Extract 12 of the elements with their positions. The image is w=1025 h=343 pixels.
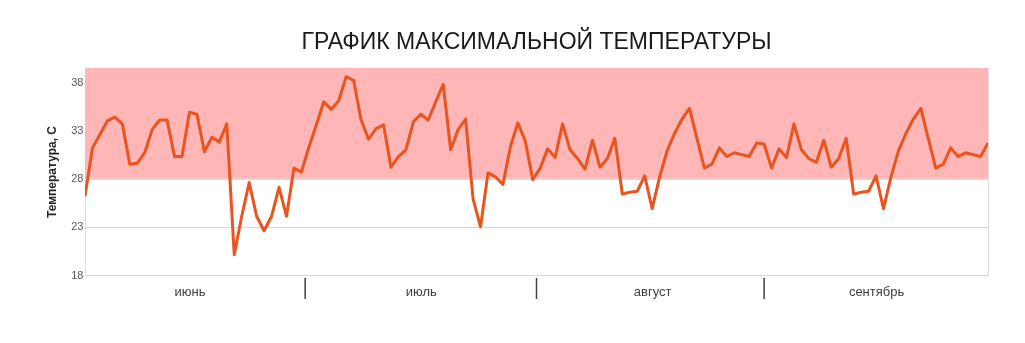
y-tick-label: 23 xyxy=(71,220,84,233)
y-axis-title: Температура, С xyxy=(45,125,60,219)
y-tick-label: 18 xyxy=(71,268,84,281)
x-tick-label: июль xyxy=(405,283,438,299)
y-tick-label: 28 xyxy=(71,172,84,185)
y-tick-label: 38 xyxy=(71,75,84,88)
line-series xyxy=(85,75,988,257)
x-tick-label: июнь xyxy=(174,283,206,299)
x-tick-label: август xyxy=(633,283,672,299)
y-tick-label: 33 xyxy=(71,124,84,137)
chart-title: ГРАФИК МАКСИМАЛЬНОЙ ТЕМПЕРАТУРЫ xyxy=(301,27,772,54)
x-tick-label: сентябрь xyxy=(848,283,905,299)
